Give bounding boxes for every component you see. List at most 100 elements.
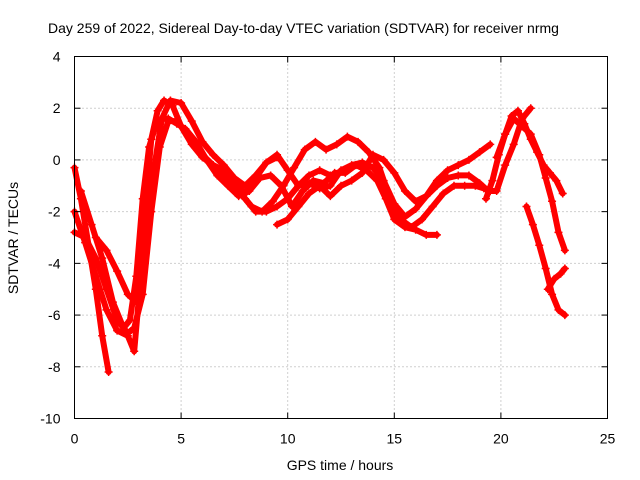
data-point bbox=[422, 192, 431, 201]
x-tick-label: 10 bbox=[280, 431, 296, 447]
data-point bbox=[368, 163, 377, 172]
data-point bbox=[123, 290, 132, 299]
data-point bbox=[432, 230, 441, 239]
data-point bbox=[535, 241, 544, 250]
data-point bbox=[460, 181, 469, 190]
data-point bbox=[554, 228, 563, 237]
data-point bbox=[298, 186, 307, 195]
y-tick-label: 2 bbox=[53, 100, 61, 116]
data-point bbox=[241, 181, 250, 190]
x-tick-label: 20 bbox=[493, 431, 509, 447]
y-tick-label: -10 bbox=[40, 411, 60, 427]
data-point bbox=[347, 161, 356, 170]
data-point bbox=[337, 166, 345, 175]
data-point bbox=[140, 259, 149, 268]
data-point bbox=[548, 197, 557, 206]
data-point bbox=[87, 220, 96, 229]
data-point bbox=[209, 150, 218, 159]
data-point bbox=[294, 202, 303, 211]
data-point bbox=[113, 316, 122, 325]
data-point bbox=[245, 186, 254, 195]
data-point bbox=[305, 171, 314, 180]
data-point bbox=[266, 171, 275, 180]
data-point bbox=[513, 106, 522, 115]
data-point bbox=[354, 137, 363, 146]
data-point bbox=[475, 148, 484, 157]
data-point bbox=[526, 104, 535, 113]
data-point bbox=[432, 176, 441, 185]
data-point bbox=[528, 220, 537, 229]
data-point bbox=[343, 132, 352, 141]
data-point bbox=[305, 179, 314, 188]
data-point bbox=[488, 176, 497, 185]
x-tick-label: 0 bbox=[71, 431, 79, 447]
data-point bbox=[91, 272, 100, 281]
data-point bbox=[400, 186, 409, 195]
data-point bbox=[187, 117, 196, 126]
data-point bbox=[91, 233, 100, 242]
data-point bbox=[198, 137, 207, 146]
data-point bbox=[300, 145, 309, 154]
data-point bbox=[541, 174, 550, 183]
data-point bbox=[98, 331, 107, 340]
data-point bbox=[255, 174, 264, 183]
tick-label-layer: 0 5 10 15 20 25 -10 -8 -6 -4 -2 0 2 4 bbox=[40, 49, 615, 447]
data-point bbox=[113, 326, 122, 335]
data-point bbox=[428, 202, 437, 211]
data-point bbox=[560, 311, 569, 320]
data-point bbox=[172, 117, 181, 126]
data-point bbox=[273, 220, 282, 229]
data-point bbox=[283, 215, 292, 224]
tick-layer bbox=[74, 56, 608, 419]
data-point bbox=[443, 174, 452, 183]
y-tick-label: -4 bbox=[48, 255, 61, 271]
data-series-9 bbox=[493, 115, 568, 254]
data-series-2 bbox=[71, 97, 280, 355]
data-point bbox=[125, 316, 134, 325]
data-point bbox=[219, 168, 228, 177]
y-tick-label: -8 bbox=[48, 359, 61, 375]
data-point bbox=[464, 171, 473, 180]
data-series-4 bbox=[71, 118, 494, 337]
data-point bbox=[558, 189, 567, 198]
data-point bbox=[149, 168, 158, 177]
data-point bbox=[138, 194, 147, 203]
data-point bbox=[145, 143, 154, 151]
data-point bbox=[464, 155, 473, 164]
data-point bbox=[153, 106, 162, 115]
data-point bbox=[368, 150, 377, 159]
data-point bbox=[535, 150, 544, 159]
data-point bbox=[501, 130, 510, 139]
data-point bbox=[379, 176, 388, 185]
data-point bbox=[526, 130, 535, 139]
data-point bbox=[290, 163, 299, 172]
data-point bbox=[411, 205, 420, 214]
data-point bbox=[518, 122, 527, 131]
data-point bbox=[166, 96, 175, 105]
data-point bbox=[326, 171, 335, 180]
data-point bbox=[123, 329, 132, 338]
data-point bbox=[509, 114, 518, 123]
data-point bbox=[439, 189, 448, 198]
data-point bbox=[509, 140, 518, 149]
x-tick-label: 15 bbox=[387, 431, 403, 447]
data-point bbox=[262, 207, 271, 216]
data-point bbox=[305, 189, 314, 198]
data-point bbox=[347, 176, 356, 185]
data-point bbox=[554, 305, 563, 314]
data-point bbox=[209, 161, 218, 170]
data-point bbox=[262, 158, 271, 167]
plot-frame bbox=[74, 56, 608, 419]
chart-title: Day 259 of 2022, Sidereal Day-to-day VTE… bbox=[48, 20, 559, 36]
data-point bbox=[241, 194, 250, 203]
data-point bbox=[230, 181, 239, 190]
data-point bbox=[102, 246, 111, 255]
data-point bbox=[102, 285, 111, 294]
data-point bbox=[379, 155, 388, 164]
data-point bbox=[326, 181, 335, 190]
data-point bbox=[283, 194, 292, 203]
data-point bbox=[390, 199, 399, 208]
data-point bbox=[198, 150, 207, 159]
data-point bbox=[102, 305, 111, 314]
data-point bbox=[315, 181, 324, 190]
